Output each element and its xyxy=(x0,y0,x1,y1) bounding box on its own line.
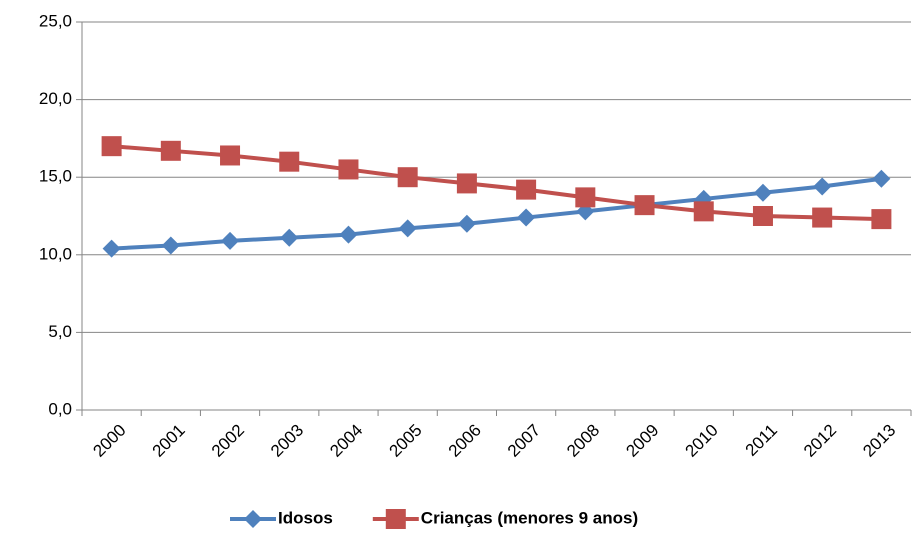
marker xyxy=(338,159,359,180)
x-tick-label: 2008 xyxy=(563,421,603,461)
legend-label: Idosos xyxy=(278,508,333,527)
marker xyxy=(752,206,773,226)
marker xyxy=(813,177,832,196)
marker xyxy=(385,509,406,529)
y-tick-label: 10,0 xyxy=(39,244,72,263)
marker xyxy=(101,136,122,157)
x-tick-label: 2012 xyxy=(800,421,840,461)
x-tick-label: 2005 xyxy=(385,421,425,461)
x-tick-label: 2009 xyxy=(622,421,662,461)
marker xyxy=(280,228,299,247)
legend: Idosos Crianças (menores 9 anos) xyxy=(230,508,638,529)
marker xyxy=(872,169,891,188)
marker xyxy=(102,239,121,258)
x-tick-label: 2000 xyxy=(89,421,129,461)
x-tick-label: 2003 xyxy=(267,421,307,461)
marker xyxy=(279,151,300,172)
marker xyxy=(457,214,476,233)
y-tick-label: 5,0 xyxy=(48,322,72,341)
marker xyxy=(871,209,892,230)
x-tick-label: 2010 xyxy=(682,421,722,461)
legend-label: Crianças (menores 9 anos) xyxy=(421,508,638,527)
marker xyxy=(575,187,596,208)
x-tick-label: 2013 xyxy=(859,421,899,461)
marker xyxy=(812,207,833,228)
marker xyxy=(398,219,417,238)
x-tick-label: 2002 xyxy=(208,421,248,461)
marker xyxy=(339,225,358,244)
series-line xyxy=(111,176,882,251)
marker xyxy=(221,231,240,250)
y-tick-label: 20,0 xyxy=(39,89,72,108)
x-tick-label: 2004 xyxy=(326,421,366,461)
x-tick-label: 2011 xyxy=(742,421,781,460)
y-tick-label: 25,0 xyxy=(39,11,72,30)
y-tick-label: 0,0 xyxy=(48,399,72,418)
marker xyxy=(220,145,241,166)
marker xyxy=(456,173,477,194)
x-tick-label: 2006 xyxy=(445,421,485,461)
y-tick-label: 15,0 xyxy=(39,167,72,186)
marker xyxy=(517,208,536,227)
marker xyxy=(397,167,418,188)
x-tick-label: 2001 xyxy=(149,421,189,461)
marker xyxy=(753,183,772,202)
marker xyxy=(244,510,262,528)
marker xyxy=(161,236,180,255)
x-tick-label: 2007 xyxy=(504,421,544,461)
marker xyxy=(516,179,537,200)
marker xyxy=(693,201,714,222)
marker xyxy=(160,140,181,161)
marker xyxy=(634,195,655,216)
